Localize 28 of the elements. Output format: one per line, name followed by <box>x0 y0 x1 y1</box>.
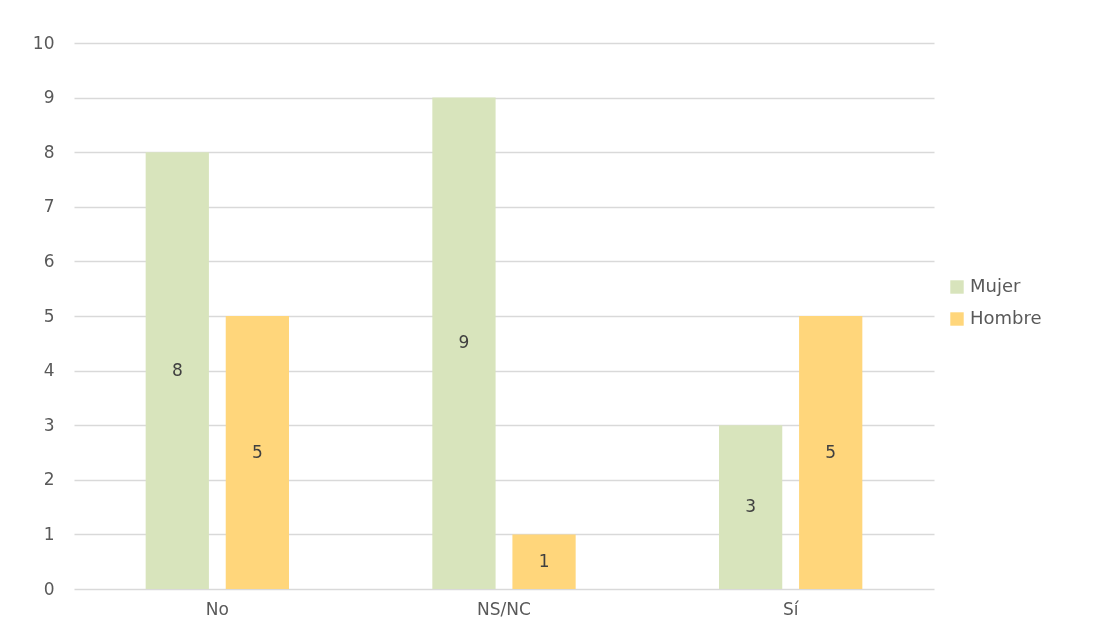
y-tick-label: 2 <box>43 469 55 490</box>
data-label: 8 <box>171 359 183 380</box>
x-tick-label: NS/NC <box>477 598 531 619</box>
y-tick-label: 0 <box>43 578 55 599</box>
y-tick-label: 3 <box>43 414 55 435</box>
legend-label: Mujer <box>970 275 1022 296</box>
bar <box>225 316 289 589</box>
y-tick-label: 4 <box>43 360 55 381</box>
data-label: 5 <box>825 441 837 462</box>
y-tick-label: 6 <box>43 250 55 271</box>
legend-label: Hombre <box>970 307 1042 328</box>
data-label: 9 <box>458 332 470 353</box>
data-label: 3 <box>745 496 757 517</box>
y-tick-label: 5 <box>43 305 55 326</box>
bar <box>799 316 863 589</box>
bar <box>719 425 783 589</box>
x-tick-label: Sí <box>782 598 800 619</box>
data-label: 1 <box>538 550 550 571</box>
y-tick-label: 9 <box>43 87 55 108</box>
bar <box>432 97 496 589</box>
y-tick-label: 1 <box>43 523 55 544</box>
bar <box>145 152 209 589</box>
y-tick-label: 10 <box>32 32 55 53</box>
y-tick-label: 7 <box>43 196 55 217</box>
x-tick-label: No <box>205 598 229 619</box>
data-label: 5 <box>251 441 263 462</box>
y-tick-label: 8 <box>43 141 55 162</box>
bar <box>512 534 576 589</box>
